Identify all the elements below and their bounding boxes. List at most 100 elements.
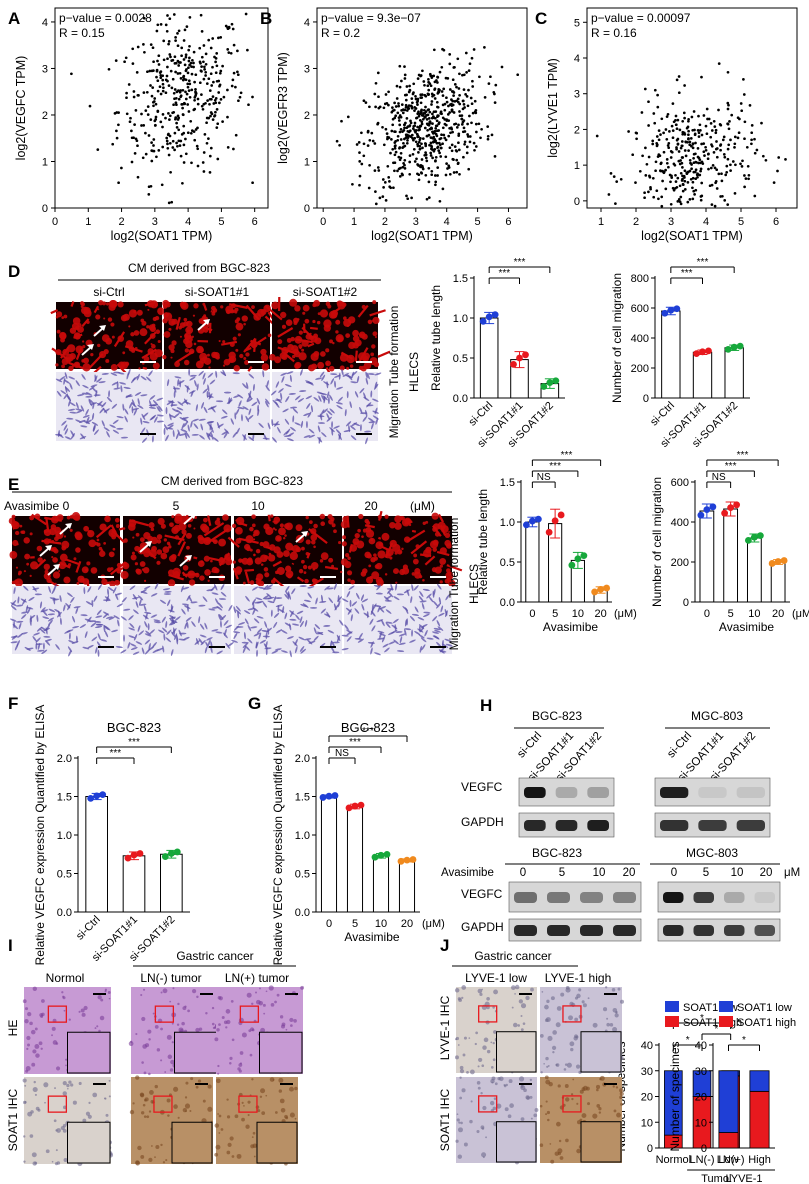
- cell-shape: [99, 407, 105, 414]
- scatter-point: [387, 103, 390, 107]
- bar-segment: [692, 1070, 712, 1097]
- scatter-point: [458, 172, 461, 176]
- scatter-point: [700, 194, 704, 198]
- tissue-dot: [587, 1102, 591, 1106]
- scatter-point: [366, 144, 370, 147]
- cell-shape: [270, 609, 273, 617]
- cell-shape: [207, 384, 210, 392]
- cell-shape: [104, 625, 111, 631]
- cell-shape: [20, 598, 27, 603]
- scatter-point: [661, 169, 664, 173]
- tube-segment: [439, 524, 447, 536]
- gastric-cancer-label: Gastric cancer: [474, 949, 551, 963]
- scatter-point: [691, 128, 695, 132]
- cell-shape: [84, 618, 92, 622]
- y-tick-label: 0: [574, 196, 580, 208]
- scatter-point: [634, 131, 638, 135]
- cell-shape: [179, 632, 187, 635]
- cell-shape: [87, 644, 94, 649]
- cell-shape: [40, 607, 46, 613]
- tissue-dot: [510, 985, 516, 990]
- y-tick-label: 0.0: [453, 393, 468, 405]
- scatter-point: [164, 23, 168, 27]
- zoom-box: [154, 1005, 175, 1023]
- cell-blob: [74, 531, 82, 539]
- scatter-point: [443, 136, 447, 140]
- cell-shape: [223, 391, 232, 394]
- cell-blob: [146, 325, 150, 329]
- cell-shape: [299, 390, 307, 393]
- cell-blob: [122, 351, 126, 355]
- scatter-point: [681, 177, 684, 181]
- cell-shape: [375, 417, 379, 425]
- tissue-dot: [579, 1118, 583, 1122]
- scatter-point: [441, 142, 444, 146]
- scatter-point: [436, 76, 440, 79]
- scatter-point: [656, 93, 659, 97]
- cell-blob: [274, 356, 282, 364]
- scatter-point: [458, 114, 462, 118]
- cell-shape: [442, 643, 449, 648]
- cell-shape: [141, 413, 146, 421]
- scatter-point: [211, 118, 215, 121]
- cell-blob: [371, 344, 376, 349]
- scatter-point: [445, 100, 449, 104]
- cell-blob: [63, 576, 71, 584]
- cell-blob: [36, 545, 43, 552]
- tissue-dot: [154, 1156, 156, 1158]
- y-tick-label: 0: [304, 203, 310, 215]
- y-tick-label: 1: [304, 156, 310, 168]
- cell-shape: [333, 425, 340, 429]
- cell-blob: [208, 366, 211, 369]
- cell-shape: [150, 593, 158, 597]
- cell-shape: [41, 649, 48, 655]
- tube-segment: [198, 537, 217, 543]
- tissue-dot: [547, 1118, 550, 1122]
- scatter-point: [440, 90, 444, 93]
- scatter-point: [219, 98, 223, 101]
- cell-shape: [235, 408, 240, 415]
- tube-segment: [68, 361, 84, 370]
- scatter-point: [217, 91, 221, 94]
- tube-segment: [181, 571, 188, 578]
- blot-membrane: [657, 918, 781, 942]
- data-point: [516, 354, 523, 362]
- scatter-point: [417, 110, 420, 114]
- tissue-dot: [458, 1121, 461, 1124]
- y-axis-label: log2(LYVE1 TPM): [546, 58, 560, 158]
- tube-segment: [233, 567, 239, 580]
- x-tick-label: si-Ctrl: [74, 914, 103, 943]
- cell-shape: [246, 395, 251, 402]
- scatter-point: [150, 94, 154, 98]
- cell-shape: [148, 642, 151, 650]
- cell-shape: [335, 401, 343, 405]
- cell-blob: [439, 564, 443, 568]
- scatter-point: [470, 121, 473, 125]
- scatter-point: [405, 194, 408, 198]
- scatter-point: [166, 146, 170, 150]
- scatter-points: [70, 12, 254, 205]
- cell-shape: [358, 632, 363, 640]
- tube-segment: [95, 524, 112, 539]
- scatter-point: [149, 43, 153, 46]
- cell-blob: [254, 530, 259, 535]
- scatter-point: [687, 119, 690, 123]
- cell-blob: [138, 367, 141, 370]
- cell-shape: [93, 424, 96, 432]
- scatter-point: [424, 173, 428, 177]
- cell-blob: [168, 344, 175, 351]
- cell-shape: [307, 586, 315, 589]
- data-point: [580, 552, 588, 559]
- y-axis-label: Relative tube length: [476, 489, 490, 595]
- blot-band: [698, 820, 727, 831]
- cell-shape: [75, 380, 80, 387]
- scatter-point: [205, 116, 209, 120]
- cell-shape: [436, 602, 441, 609]
- cell-shape: [323, 625, 331, 627]
- cell-shape: [211, 592, 219, 595]
- cell-shape: [286, 371, 294, 375]
- tube-segment: [227, 536, 240, 548]
- cell-blob: [200, 523, 208, 531]
- tissue-dot: [290, 1024, 293, 1027]
- tissue-dot: [218, 1023, 221, 1026]
